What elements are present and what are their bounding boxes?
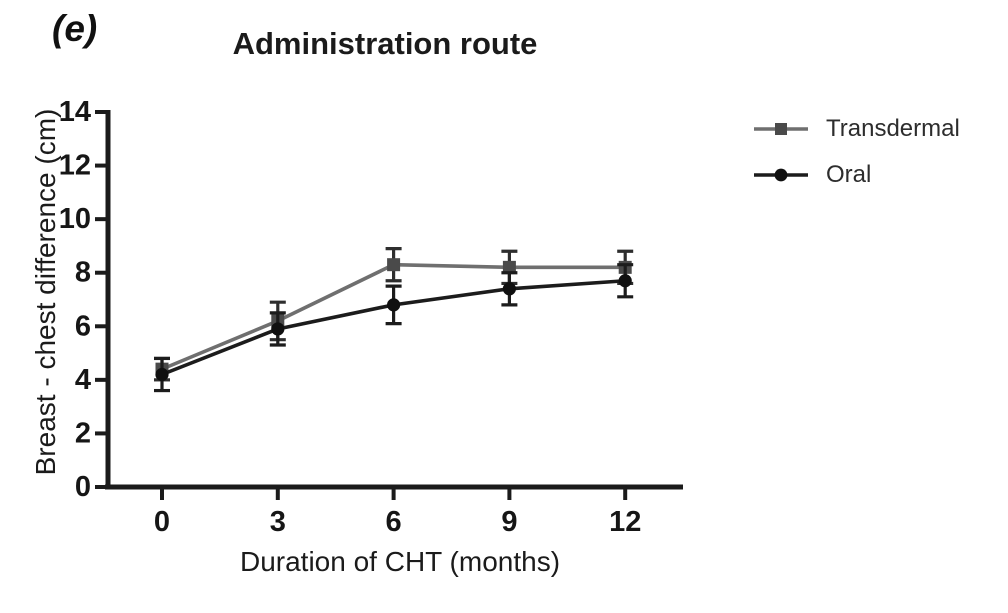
legend-label-transdermal: Transdermal xyxy=(826,115,960,142)
chart-legend: Transdermal Oral xyxy=(752,114,960,190)
svg-text:2: 2 xyxy=(75,417,91,449)
svg-text:9: 9 xyxy=(501,506,517,538)
svg-text:6: 6 xyxy=(386,506,402,538)
svg-text:8: 8 xyxy=(75,257,91,289)
legend-label-oral: Oral xyxy=(826,161,872,188)
svg-text:0: 0 xyxy=(75,471,91,503)
svg-text:12: 12 xyxy=(59,150,91,182)
panel-letter-label: (e) xyxy=(52,8,98,49)
legend-item-transdermal: Transdermal xyxy=(752,114,960,144)
svg-text:14: 14 xyxy=(59,96,91,128)
svg-text:4: 4 xyxy=(75,364,91,396)
svg-text:6: 6 xyxy=(75,310,91,342)
chart-title: Administration route xyxy=(232,26,538,61)
svg-text:10: 10 xyxy=(59,203,91,235)
svg-text:0: 0 xyxy=(154,506,170,538)
svg-text:12: 12 xyxy=(609,506,641,538)
oral-circle-marker-icon xyxy=(754,168,808,182)
transdermal-square-marker-icon xyxy=(754,123,808,135)
x-axis-label: Duration of CHT (months) xyxy=(239,546,561,577)
legend-item-oral: Oral xyxy=(752,160,960,190)
svg-text:3: 3 xyxy=(270,506,286,538)
